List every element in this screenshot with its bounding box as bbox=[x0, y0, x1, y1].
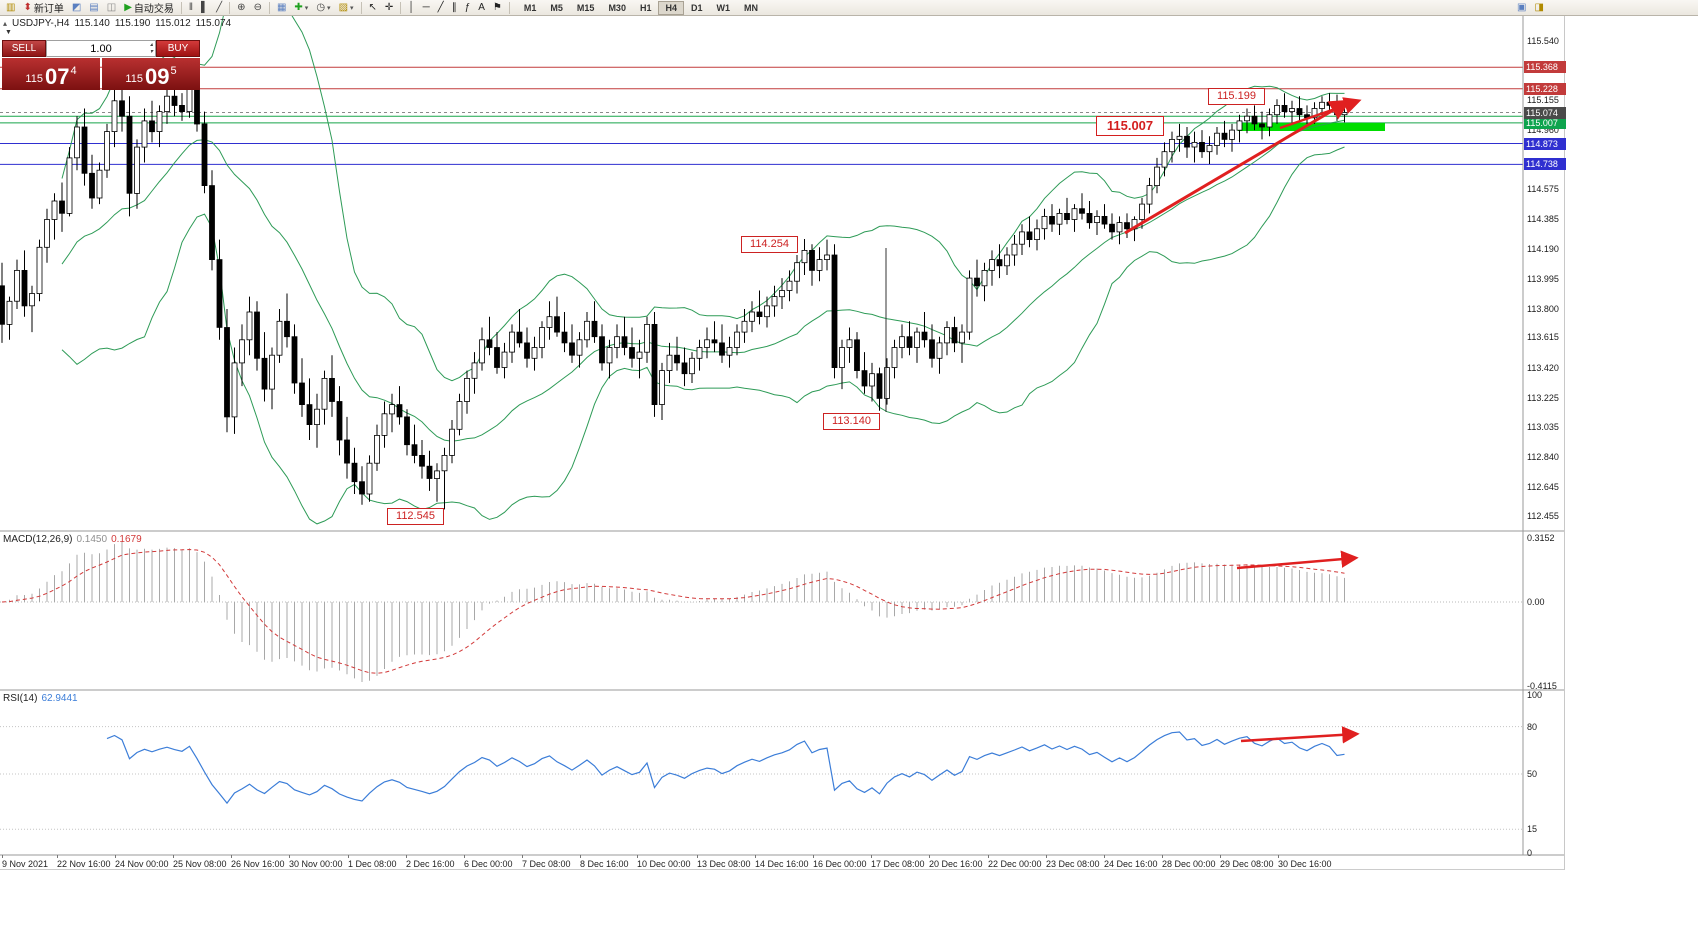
macd-histogram bbox=[9, 542, 1345, 682]
tile-windows-button[interactable]: ▦ bbox=[274, 1, 289, 15]
trend-arrow[interactable] bbox=[1236, 550, 1359, 570]
candles-layer bbox=[0, 73, 1348, 510]
new-order-button[interactable]: ⬍ 新订单 bbox=[20, 1, 66, 16]
bars-chart-type-button[interactable]: ‖ bbox=[186, 1, 196, 15]
indicators-icon: ✚ bbox=[294, 1, 303, 13]
new-chart-button[interactable]: ▥ bbox=[3, 1, 18, 15]
market-watch-button[interactable]: ▤ bbox=[86, 1, 101, 15]
toolbar-separator bbox=[360, 1, 362, 14]
new-order-label: 新订单 bbox=[33, 4, 64, 15]
indicators-dropdown-icon[interactable]: ▾ bbox=[304, 4, 309, 12]
toolbar-separator bbox=[508, 1, 510, 14]
crosshair-tool-icon: ✛ bbox=[384, 1, 394, 13]
tile-windows-icon: ▦ bbox=[276, 1, 287, 13]
periods-icon: ◷ bbox=[316, 1, 326, 13]
trendline-tool-button[interactable]: ╱ bbox=[435, 1, 447, 15]
timeframe-m5-button[interactable]: M5 bbox=[550, 2, 563, 13]
trend-arrow[interactable] bbox=[1240, 726, 1360, 744]
zoom-out-button[interactable]: ⊖ bbox=[251, 1, 265, 15]
fibonacci-tool-icon: ƒ bbox=[464, 1, 471, 13]
chart-shift-icon: ▣ bbox=[1517, 2, 1527, 13]
candles-chart-type-icon: ▌ bbox=[201, 1, 209, 13]
indicators-button[interactable]: ✚ ▾ bbox=[291, 1, 311, 15]
bars-chart-type-icon: ‖ bbox=[188, 1, 194, 13]
toolbar-separator bbox=[180, 1, 182, 14]
auto-scroll-button[interactable]: ◨ bbox=[1531, 1, 1546, 15]
chart-canvas[interactable] bbox=[0, 16, 1565, 870]
channel-tool-button[interactable]: ∥ bbox=[449, 1, 460, 15]
navigator-icon: ◫ bbox=[106, 1, 117, 13]
profiles-button[interactable]: ◩ bbox=[69, 1, 84, 15]
line-chart-type-icon: ╱ bbox=[216, 1, 223, 13]
timeframe-m30-button[interactable]: M30 bbox=[608, 2, 626, 13]
zoom-in-icon: ⊕ bbox=[237, 1, 246, 13]
timeframe-m1-button[interactable]: M1 bbox=[523, 2, 537, 13]
profiles-icon: ◩ bbox=[71, 1, 82, 13]
timeframe-mn-button[interactable]: MN bbox=[744, 2, 758, 13]
timeframe-group: M1 M5 M15 M30 H1 H4 D1 W1 MN bbox=[517, 0, 765, 15]
bollinger-bands bbox=[61, 16, 1345, 525]
crosshair-tool-button[interactable]: ✛ bbox=[382, 1, 396, 15]
rsi-line bbox=[106, 731, 1345, 805]
horizontal-line-tool-icon: ─ bbox=[422, 1, 430, 13]
cursor-tool-button[interactable]: ↖ bbox=[366, 1, 380, 15]
arrows-tool-icon: ⚑ bbox=[492, 1, 502, 13]
vertical-line-tool-button[interactable]: │ bbox=[405, 1, 417, 15]
toolbar-separator bbox=[268, 1, 270, 14]
periods-button[interactable]: ◷ ▾ bbox=[313, 1, 333, 15]
trendline-tool-icon: ╱ bbox=[437, 1, 444, 13]
line-chart-type-button[interactable]: ╱ bbox=[213, 1, 225, 15]
toolbar-buttons-group: ▥ ⬍ 新订单 ◩ ▤ ◫ ▶ 自动交易 ‖ ▌ ╱ ⊕ ⊖ ▦ ✚ ▾ ◷ ▾ ▨ ▾ ↖ ✛ │ ─ ╱ ∥ ƒ A ⚑ bbox=[2, 0, 513, 16]
auto-scroll-icon: ◨ bbox=[1534, 2, 1544, 13]
zoom-in-button[interactable]: ⊕ bbox=[234, 1, 248, 15]
auto-trading-button[interactable]: ▶ 自动交易 bbox=[121, 1, 177, 16]
new-order-icon: ⬍ bbox=[23, 1, 32, 13]
horizontal-level-lines[interactable] bbox=[0, 66, 1523, 165]
fibonacci-tool-button[interactable]: ƒ bbox=[462, 1, 474, 15]
vertical-line-tool-icon: │ bbox=[408, 1, 415, 13]
toolbar-separator bbox=[400, 1, 402, 14]
timeframe-m15-button[interactable]: M15 bbox=[576, 2, 595, 13]
support-zone-rectangle[interactable] bbox=[1238, 123, 1385, 131]
cursor-tool-icon: ↖ bbox=[368, 1, 377, 13]
zoom-out-icon: ⊖ bbox=[253, 1, 262, 13]
text-tool-button[interactable]: A bbox=[475, 1, 488, 15]
new-chart-icon: ▥ bbox=[6, 1, 16, 13]
toolbar-separator bbox=[229, 1, 231, 14]
auto-trading-icon: ▶ bbox=[124, 1, 132, 13]
horizontal-line-tool-button[interactable]: ─ bbox=[420, 1, 433, 15]
channel-tool-icon: ∥ bbox=[451, 1, 457, 13]
templates-dropdown-icon[interactable]: ▾ bbox=[350, 4, 354, 12]
arrows-tool-button[interactable]: ⚑ bbox=[490, 1, 505, 15]
market-watch-icon: ▤ bbox=[89, 1, 99, 13]
trend-arrow[interactable] bbox=[1124, 99, 1351, 235]
periods-dropdown-icon[interactable]: ▾ bbox=[327, 4, 331, 12]
auto-trading-label: 自动交易 bbox=[133, 4, 174, 15]
macd-signal-line bbox=[1, 548, 1345, 674]
timeframe-d1-button[interactable]: D1 bbox=[690, 2, 703, 13]
templates-icon: ▨ bbox=[338, 1, 349, 13]
navigator-button[interactable]: ◫ bbox=[104, 1, 119, 15]
candles-chart-type-button[interactable]: ▌ bbox=[198, 1, 211, 15]
main-toolbar: ▥ ⬍ 新订单 ◩ ▤ ◫ ▶ 自动交易 ‖ ▌ ╱ ⊕ ⊖ ▦ ✚ ▾ ◷ ▾ ▨ ▾ ↖ ✛ │ ─ ╱ ∥ ƒ A ⚑ M1 M5 M… bbox=[0, 0, 1698, 16]
timeframe-w1-button[interactable]: W1 bbox=[716, 2, 731, 13]
templates-button[interactable]: ▨ ▾ bbox=[336, 1, 357, 15]
trend-arrow[interactable] bbox=[1279, 97, 1362, 130]
text-tool-icon: A bbox=[478, 1, 485, 13]
toolbar-right-group: ▣ ◨ bbox=[1513, 0, 1548, 16]
timeframe-h4-button[interactable]: H4 bbox=[658, 0, 684, 15]
timeframe-h1-button[interactable]: H1 bbox=[639, 2, 652, 13]
chart-shift-button[interactable]: ▣ bbox=[1514, 1, 1529, 15]
